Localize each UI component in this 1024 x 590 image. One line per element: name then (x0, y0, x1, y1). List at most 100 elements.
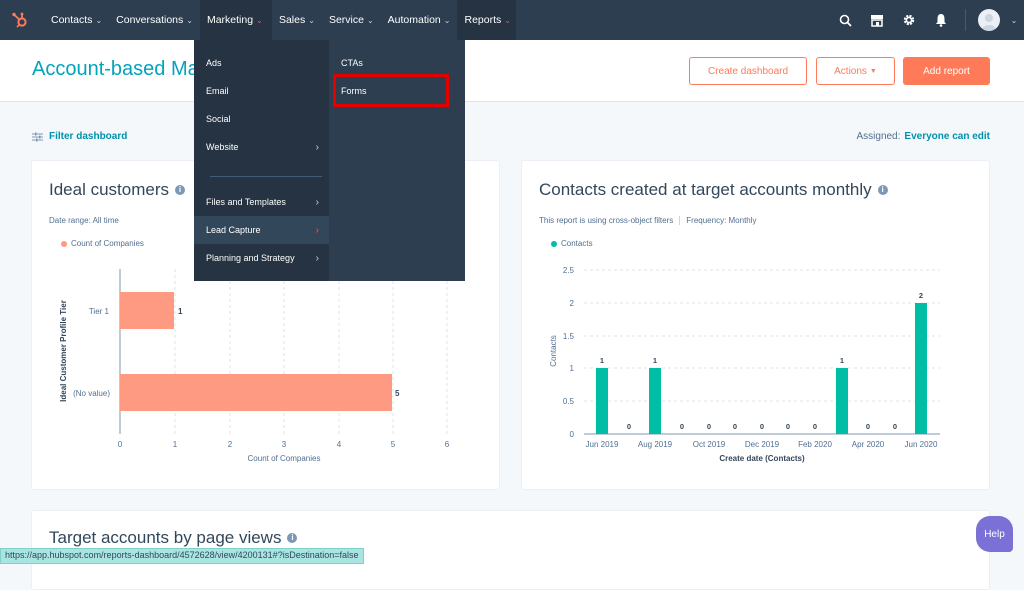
add-report-button[interactable]: Add report (903, 57, 990, 85)
svg-text:2: 2 (228, 440, 233, 449)
marketplace-icon[interactable] (861, 0, 893, 40)
nav-marketing[interactable]: Marketing ⌄ (199, 0, 272, 40)
menu-item-social[interactable]: Social (194, 105, 329, 133)
notifications-icon[interactable] (925, 0, 957, 40)
info-icon[interactable]: i (877, 185, 888, 195)
svg-text:2: 2 (570, 299, 575, 308)
caret-down-icon: ▼ (869, 67, 877, 75)
page-header: Account-based Marketing Create dashboard… (0, 40, 1024, 102)
svg-text:Feb 2020: Feb 2020 (798, 440, 832, 449)
svg-text:Apr 2020: Apr 2020 (852, 440, 885, 449)
account-menu[interactable] (974, 0, 1004, 40)
menu-label: Email (206, 86, 229, 96)
info-icon[interactable]: i (287, 533, 298, 543)
chart-legend: Count of Companies (61, 239, 144, 248)
chevron-right-icon: › (315, 252, 319, 264)
menu-item-website[interactable]: Website › (194, 133, 329, 161)
create-dashboard-button[interactable]: Create dashboard (689, 57, 807, 85)
menu-label: Ads (206, 58, 222, 68)
svg-text:Create date (Contacts): Create date (Contacts) (719, 454, 805, 463)
chevron-right-icon: › (315, 224, 319, 236)
menu-label: Planning and Strategy (206, 253, 295, 263)
hubspot-sprocket-icon (12, 12, 27, 28)
card-title: Ideal customers i (49, 180, 185, 200)
chevron-down-icon: ⌄ (95, 15, 103, 25)
svg-text:0: 0 (570, 430, 575, 439)
filter-sliders-icon (32, 132, 43, 141)
svg-text:0: 0 (813, 422, 817, 431)
assigned-value-link[interactable]: Everyone can edit (904, 131, 990, 142)
svg-text:0: 0 (786, 422, 790, 431)
chevron-right-icon: › (315, 141, 319, 153)
filter-dashboard-link[interactable]: Filter dashboard (32, 131, 127, 142)
menu-label: CTAs (341, 58, 363, 68)
help-button[interactable]: Help (976, 516, 1013, 552)
submenu-item-ctas[interactable]: CTAs (329, 49, 465, 77)
svg-text:0: 0 (733, 422, 737, 431)
card-title-text: Target accounts by page views (49, 528, 282, 547)
date-range: Date range: All time (49, 216, 119, 225)
svg-text:Jun 2020: Jun 2020 (905, 440, 938, 449)
info-icon[interactable]: i (175, 185, 185, 195)
nav-divider (965, 9, 966, 31)
svg-text:0: 0 (627, 422, 631, 431)
chevron-down-icon: ⌄ (186, 15, 193, 25)
menu-label: Files and Templates (206, 197, 286, 207)
menu-label: Website (206, 142, 239, 152)
marketing-dropdown-menu: Ads Email Social Website › Files and Temp… (194, 40, 465, 281)
menu-item-planning-strategy[interactable]: Planning and Strategy › (194, 244, 329, 272)
filter-label: Filter dashboard (49, 131, 128, 142)
chevron-down-icon: ⌄ (308, 15, 315, 25)
svg-text:0: 0 (760, 422, 764, 431)
settings-icon[interactable] (893, 0, 925, 40)
svg-text:1: 1 (570, 364, 575, 373)
chevron-down-icon: ⌄ (256, 15, 263, 25)
legend-label: Contacts (561, 239, 593, 248)
nav-conversations[interactable]: Conversations ⌄ (109, 0, 200, 40)
svg-text:Count of Companies: Count of Companies (248, 454, 321, 463)
hubspot-logo[interactable] (0, 0, 40, 40)
link-url-status-bar: https://app.hubspot.com/reports-dashboar… (0, 548, 364, 564)
nav-contacts[interactable]: Contacts ⌄ (44, 0, 109, 40)
svg-text:Jun 2019: Jun 2019 (586, 440, 619, 449)
svg-text:(No value): (No value) (73, 389, 110, 398)
svg-text:Dec 2019: Dec 2019 (745, 440, 780, 449)
contacts-monthly-card: Contacts created at target accounts mont… (521, 160, 990, 490)
assigned-info: Assigned: Everyone can edit (856, 131, 990, 142)
top-navigation: Contacts ⌄ Conversations ⌄ Marketing ⌄ Sale… (0, 0, 1024, 40)
avatar (978, 9, 1000, 31)
report-notes: This report is using cross-object filter… (539, 216, 757, 225)
svg-text:5: 5 (395, 389, 400, 398)
svg-text:Oct 2019: Oct 2019 (693, 440, 726, 449)
svg-text:0.5: 0.5 (563, 397, 575, 406)
menu-divider (210, 176, 322, 177)
actions-label: Actions (834, 65, 867, 77)
card-title: Target accounts by page views i (49, 528, 298, 548)
menu-label: Social (206, 114, 231, 124)
nav-sales[interactable]: Sales ⌄ (272, 0, 322, 40)
menu-item-email[interactable]: Email (194, 77, 329, 105)
nav-service[interactable]: Service ⌄ (322, 0, 381, 40)
chevron-right-icon: › (315, 196, 319, 208)
assigned-label: Assigned: (856, 131, 901, 142)
svg-text:3: 3 (282, 440, 287, 449)
search-icon[interactable] (829, 0, 861, 40)
card-title-text: Contacts created at target accounts mont… (539, 180, 872, 199)
nav-reports[interactable]: Reports ⌄ (457, 0, 517, 40)
actions-dropdown-button[interactable]: Actions ▼ (816, 57, 895, 85)
menu-item-ads[interactable]: Ads (194, 49, 329, 77)
nav-automation[interactable]: Automation ⌄ (381, 0, 458, 40)
menu-item-files-templates[interactable]: Files and Templates › (194, 188, 329, 216)
chevron-down-icon[interactable]: ⌄ (1010, 15, 1018, 25)
menu-item-lead-capture[interactable]: Lead Capture › (194, 216, 329, 244)
svg-text:0: 0 (707, 422, 711, 431)
svg-text:1: 1 (653, 356, 657, 365)
submenu-item-forms[interactable]: Forms (329, 77, 465, 105)
legend-label: Count of Companies (71, 239, 144, 248)
chevron-down-icon: ⌄ (443, 15, 451, 25)
svg-text:Contacts: Contacts (549, 335, 558, 367)
chevron-down-icon: ⌄ (504, 15, 511, 25)
svg-text:Aug 2019: Aug 2019 (638, 440, 673, 449)
svg-text:1: 1 (600, 356, 604, 365)
nav-label: Reports (464, 14, 502, 26)
